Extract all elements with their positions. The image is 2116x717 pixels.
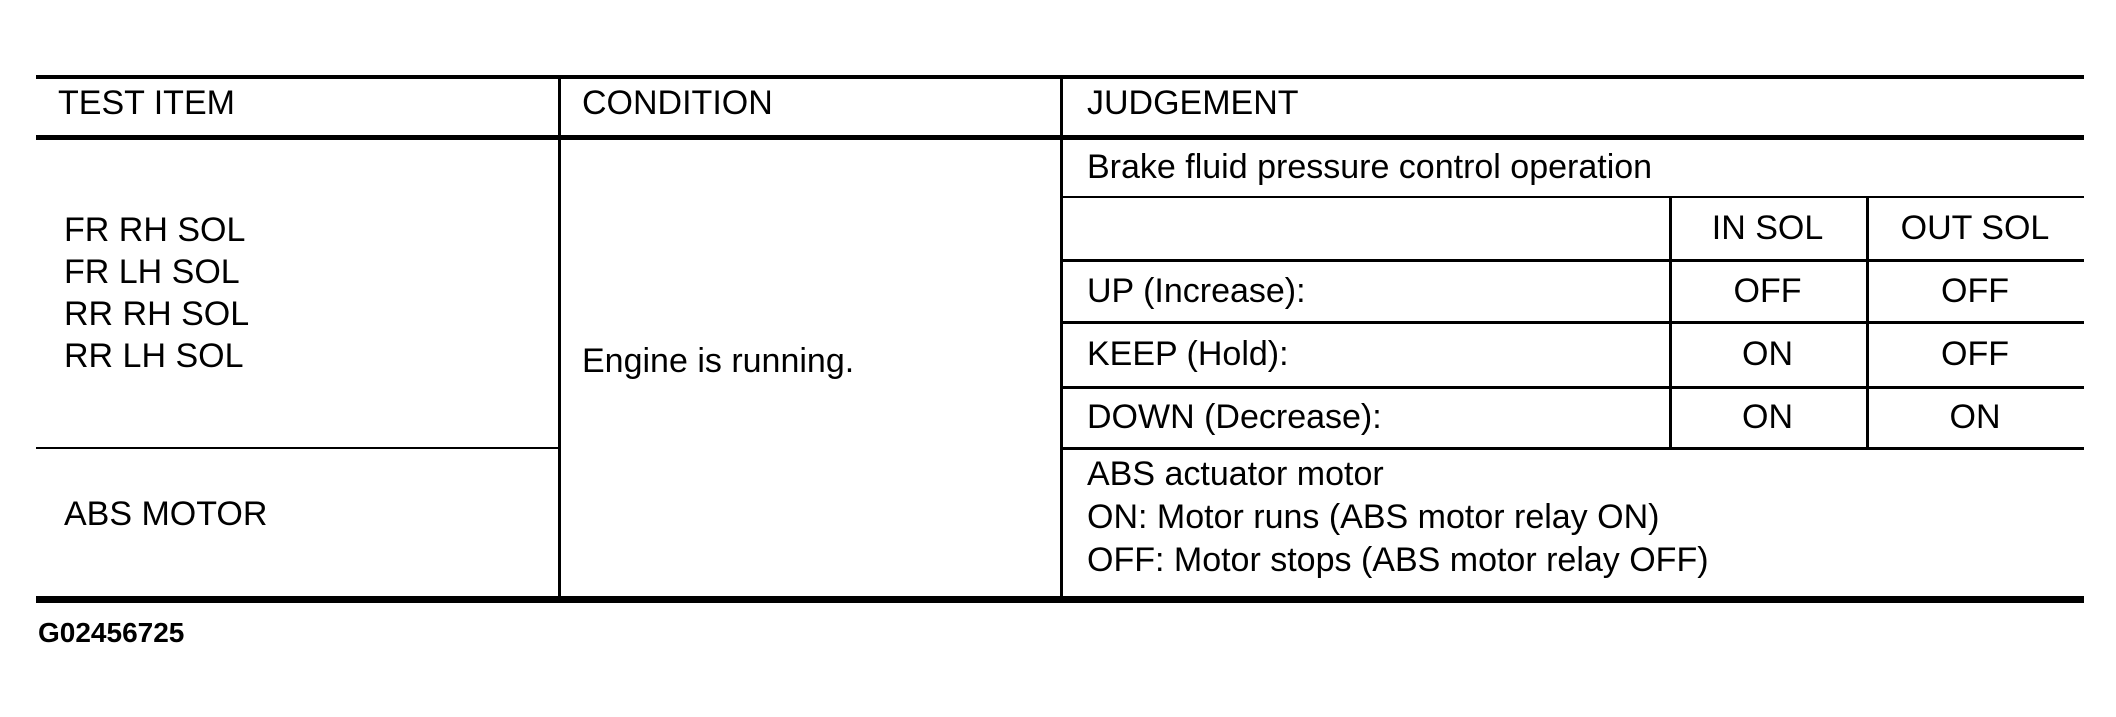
brake-operation-title: Brake fluid pressure control operation xyxy=(1087,148,1653,186)
sol-column-header-out: OUT SOL xyxy=(1900,209,2050,247)
abs-motor-judgement-line: ON: Motor runs (ABS motor relay ON) xyxy=(1087,498,1660,536)
figure-id-label: G02456725 xyxy=(38,617,185,648)
out-sol-column-left-border xyxy=(1866,196,1869,449)
brake-title-row-border xyxy=(1060,196,2084,198)
condition-judgement-divider xyxy=(1060,75,1063,603)
test-item-line: FR RH SOL xyxy=(64,211,246,249)
sol-row-in-value: ON xyxy=(1742,398,1793,436)
test-item-condition-divider xyxy=(558,75,561,603)
abs-motor-judgement-line: ABS actuator motor xyxy=(1087,455,1384,493)
sol-row-out-value: OFF xyxy=(1941,335,2009,373)
sol-row-in-value: ON xyxy=(1742,335,1793,373)
sol-row-out-value: OFF xyxy=(1941,272,2009,310)
in-sol-column-left-border xyxy=(1669,196,1672,449)
column-header-condition: CONDITION xyxy=(582,84,773,122)
test-item-line: RR RH SOL xyxy=(64,295,250,333)
test-item-line: RR LH SOL xyxy=(64,337,244,375)
abs-motor-judgement-line: OFF: Motor stops (ABS motor relay OFF) xyxy=(1087,541,1709,579)
column-header-judgement: JUDGEMENT xyxy=(1087,84,1299,122)
up-row-border xyxy=(1060,321,2084,324)
abs-motor-judgement-block: ABS actuator motor ON: Motor runs (ABS m… xyxy=(1087,453,1709,582)
condition-text: Engine is running. xyxy=(582,342,855,380)
sol-row-label: DOWN (Decrease): xyxy=(1087,398,1382,436)
sol-row-in-value: OFF xyxy=(1733,272,1802,310)
test-item-line: FR LH SOL xyxy=(64,253,240,291)
column-header-test-item: TEST ITEM xyxy=(58,84,235,122)
test-item-row-divider xyxy=(36,447,561,449)
test-item-abs-motor: ABS MOTOR xyxy=(64,495,268,533)
sol-row-label: KEEP (Hold): xyxy=(1087,335,1289,373)
judgement-row-divider xyxy=(1060,447,2084,450)
sol-row-label: UP (Increase): xyxy=(1087,272,1306,310)
sol-header-row-border xyxy=(1060,259,2084,262)
sol-column-header-in: IN SOL xyxy=(1711,209,1824,247)
test-item-solenoid-list: FR RH SOL FR LH SOL RR RH SOL RR LH SOL xyxy=(64,209,249,377)
sol-row-out-value: ON xyxy=(1949,398,2001,436)
keep-row-border xyxy=(1060,386,2084,389)
